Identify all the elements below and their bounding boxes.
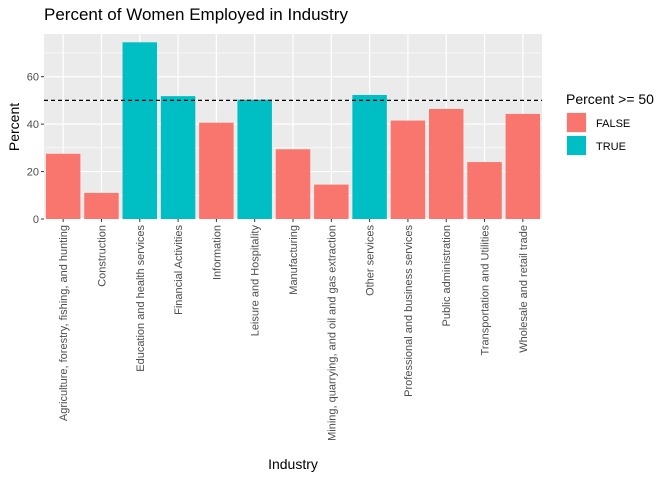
bar — [122, 42, 158, 219]
x-tick-label: Leisure and Hospitality — [250, 225, 262, 337]
x-tick-label: Education and health services — [135, 225, 147, 372]
x-tick-label: Public administration — [441, 225, 453, 327]
x-tick-label: Financial Activities — [173, 225, 185, 315]
y-tick-label: 20 — [27, 167, 39, 179]
bar — [428, 108, 464, 219]
bar — [390, 120, 426, 219]
bar — [467, 162, 502, 219]
x-tick-label: Other services — [365, 225, 377, 296]
bars — [45, 42, 541, 219]
x-axis-ticks: Agriculture, forestry, fishing, and hunt… — [58, 219, 530, 441]
y-tick-label: 60 — [27, 72, 39, 84]
x-axis-title: Industry — [268, 456, 318, 472]
legend: Percent >= 50 FALSE TRUE — [566, 91, 654, 156]
legend-key — [567, 113, 586, 132]
x-tick-label: Mining, quarrying, and oil and gas extra… — [326, 225, 338, 441]
legend-title: Percent >= 50 — [566, 91, 654, 107]
bar — [160, 96, 196, 219]
y-tick-label: 0 — [33, 214, 39, 226]
bar — [505, 113, 541, 219]
bar — [237, 99, 272, 219]
y-axis-title: Percent — [6, 103, 22, 151]
legend-key — [567, 136, 586, 155]
bar — [314, 184, 349, 219]
x-tick-label: Wholesale and retail trade — [518, 225, 530, 353]
bar — [275, 149, 311, 219]
y-tick-label: 40 — [27, 119, 39, 131]
bar — [352, 94, 387, 219]
bar — [84, 192, 119, 219]
x-tick-label: Construction — [96, 225, 108, 287]
x-tick-label: Information — [211, 225, 223, 280]
chart-title: Percent of Women Employed in Industry — [44, 5, 348, 24]
x-tick-label: Professional and business services — [403, 225, 415, 397]
bar — [45, 153, 81, 219]
x-tick-label: Agriculture, forestry, fishing, and hunt… — [58, 225, 70, 421]
x-tick-label: Transportation and Utilities — [480, 225, 492, 356]
y-axis-ticks: 0 20 40 60 — [27, 72, 44, 226]
legend-label: TRUE — [596, 141, 626, 153]
bar — [199, 122, 234, 219]
legend-label: FALSE — [596, 118, 630, 130]
x-tick-label: Manufacturing — [288, 225, 300, 295]
